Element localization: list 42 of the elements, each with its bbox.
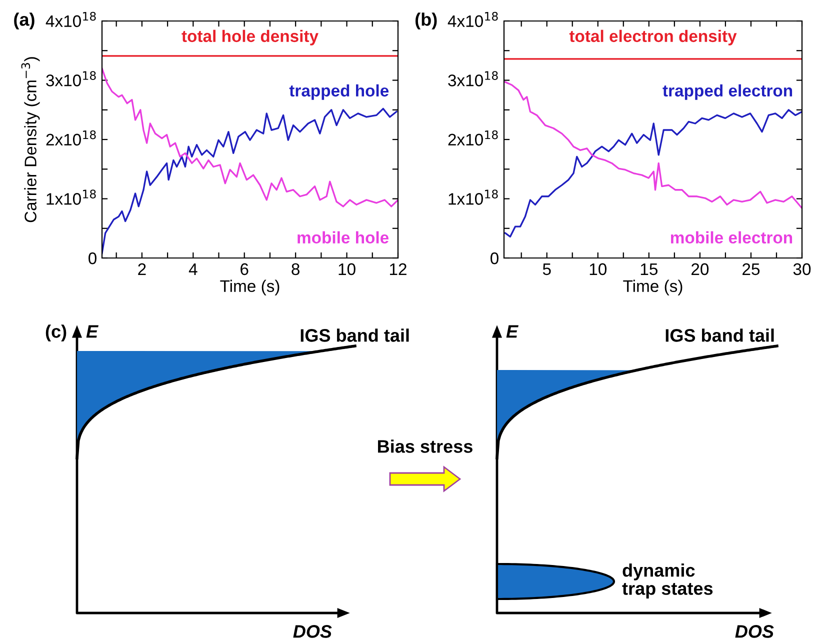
x-tick-label: 20 xyxy=(692,263,709,276)
x-tick-label: 5 xyxy=(542,263,551,276)
text: dynamic trap states xyxy=(622,564,713,598)
y-tick-label: 3x10$^{18}$ xyxy=(46,71,96,86)
x-tick-label: 25 xyxy=(742,263,760,276)
y-tick-label: 4x10$^{18}$ xyxy=(448,12,498,28)
x-tick-label: 12 xyxy=(390,263,406,275)
text: Bias stress xyxy=(378,440,472,453)
text: (c) xyxy=(46,324,66,342)
series-label: total hole density xyxy=(182,30,318,46)
x-tick-label: 10 xyxy=(590,263,607,276)
y-tick-label: 1x10$^{18}$ xyxy=(448,190,498,205)
series-label: trapped electron xyxy=(662,84,792,100)
y-tick-label: 0 xyxy=(88,252,96,264)
y-tick-label: 0 xyxy=(490,252,498,264)
y-tick-label: 2x10$^{18}$ xyxy=(46,130,96,146)
text: DOS xyxy=(735,625,774,638)
text: E xyxy=(86,325,98,338)
text: (a) xyxy=(14,12,34,30)
series-label: trapped hole xyxy=(289,84,389,100)
x-axis-title: Time (s) xyxy=(623,280,682,296)
series-label: total electron density xyxy=(569,30,737,46)
x-tick-label: 15 xyxy=(640,263,658,276)
x-tick-label: 6 xyxy=(240,263,248,276)
x-tick-label: 10 xyxy=(338,263,356,276)
x-tick-label: 4 xyxy=(188,263,198,275)
x-tick-label: 30 xyxy=(793,263,811,276)
y-axis-title: Carrier Density (cm$^{−3}$) xyxy=(21,57,40,222)
y-tick-label: 1x10$^{18}$ xyxy=(46,190,96,205)
series-label: mobile hole xyxy=(298,231,389,244)
text: (b) xyxy=(416,12,437,30)
series-label: mobile electron xyxy=(670,231,792,244)
x-tick-label: 8 xyxy=(292,263,300,276)
x-axis-title: Time (s) xyxy=(220,280,280,296)
text: IGS band tail xyxy=(666,328,774,342)
text: IGS band tail xyxy=(300,328,409,342)
y-tick-label: 3x10$^{18}$ xyxy=(448,71,498,86)
text: DOS xyxy=(293,625,332,638)
y-tick-label: 2x10$^{18}$ xyxy=(448,130,498,146)
y-tick-label: 4x10$^{18}$ xyxy=(46,12,96,28)
x-tick-label: 2 xyxy=(138,263,146,275)
text: E xyxy=(506,325,518,338)
